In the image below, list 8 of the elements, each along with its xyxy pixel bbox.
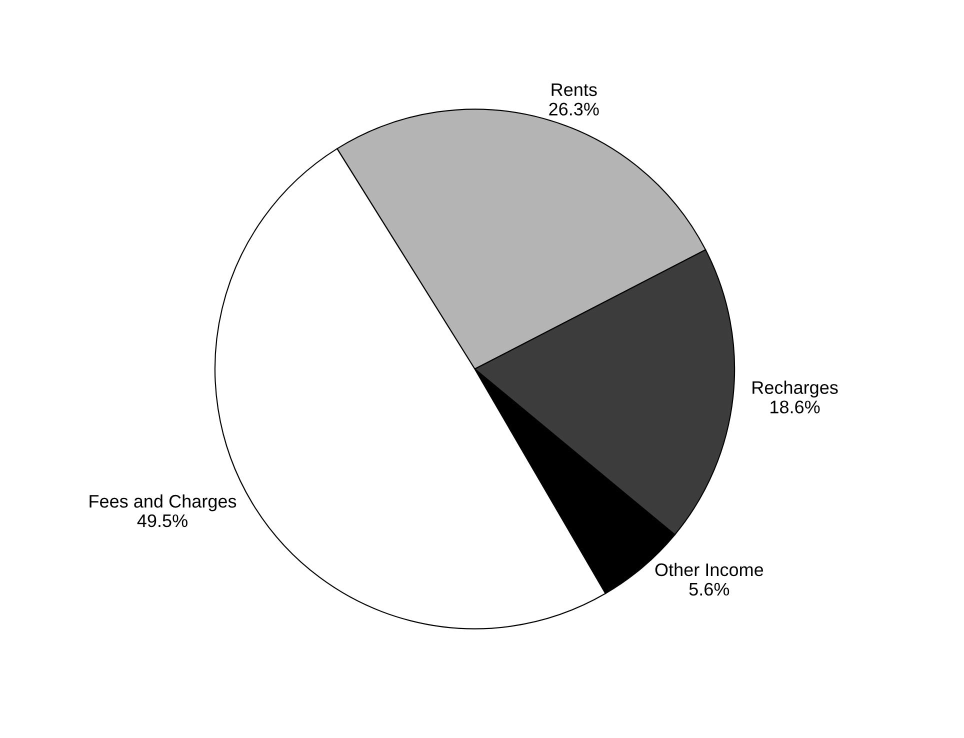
slice-label: Rents bbox=[552, 83, 597, 96]
slice-label: Other Income bbox=[655, 562, 764, 576]
data-label: 5.6% bbox=[689, 582, 730, 596]
slice-label: Fees and Charges bbox=[90, 494, 236, 512]
data-label: 18.6% bbox=[770, 400, 820, 414]
slice-label: Recharges bbox=[752, 380, 838, 398]
data-label: 49.5% bbox=[137, 514, 188, 528]
data-label: 26.3% bbox=[549, 102, 599, 116]
